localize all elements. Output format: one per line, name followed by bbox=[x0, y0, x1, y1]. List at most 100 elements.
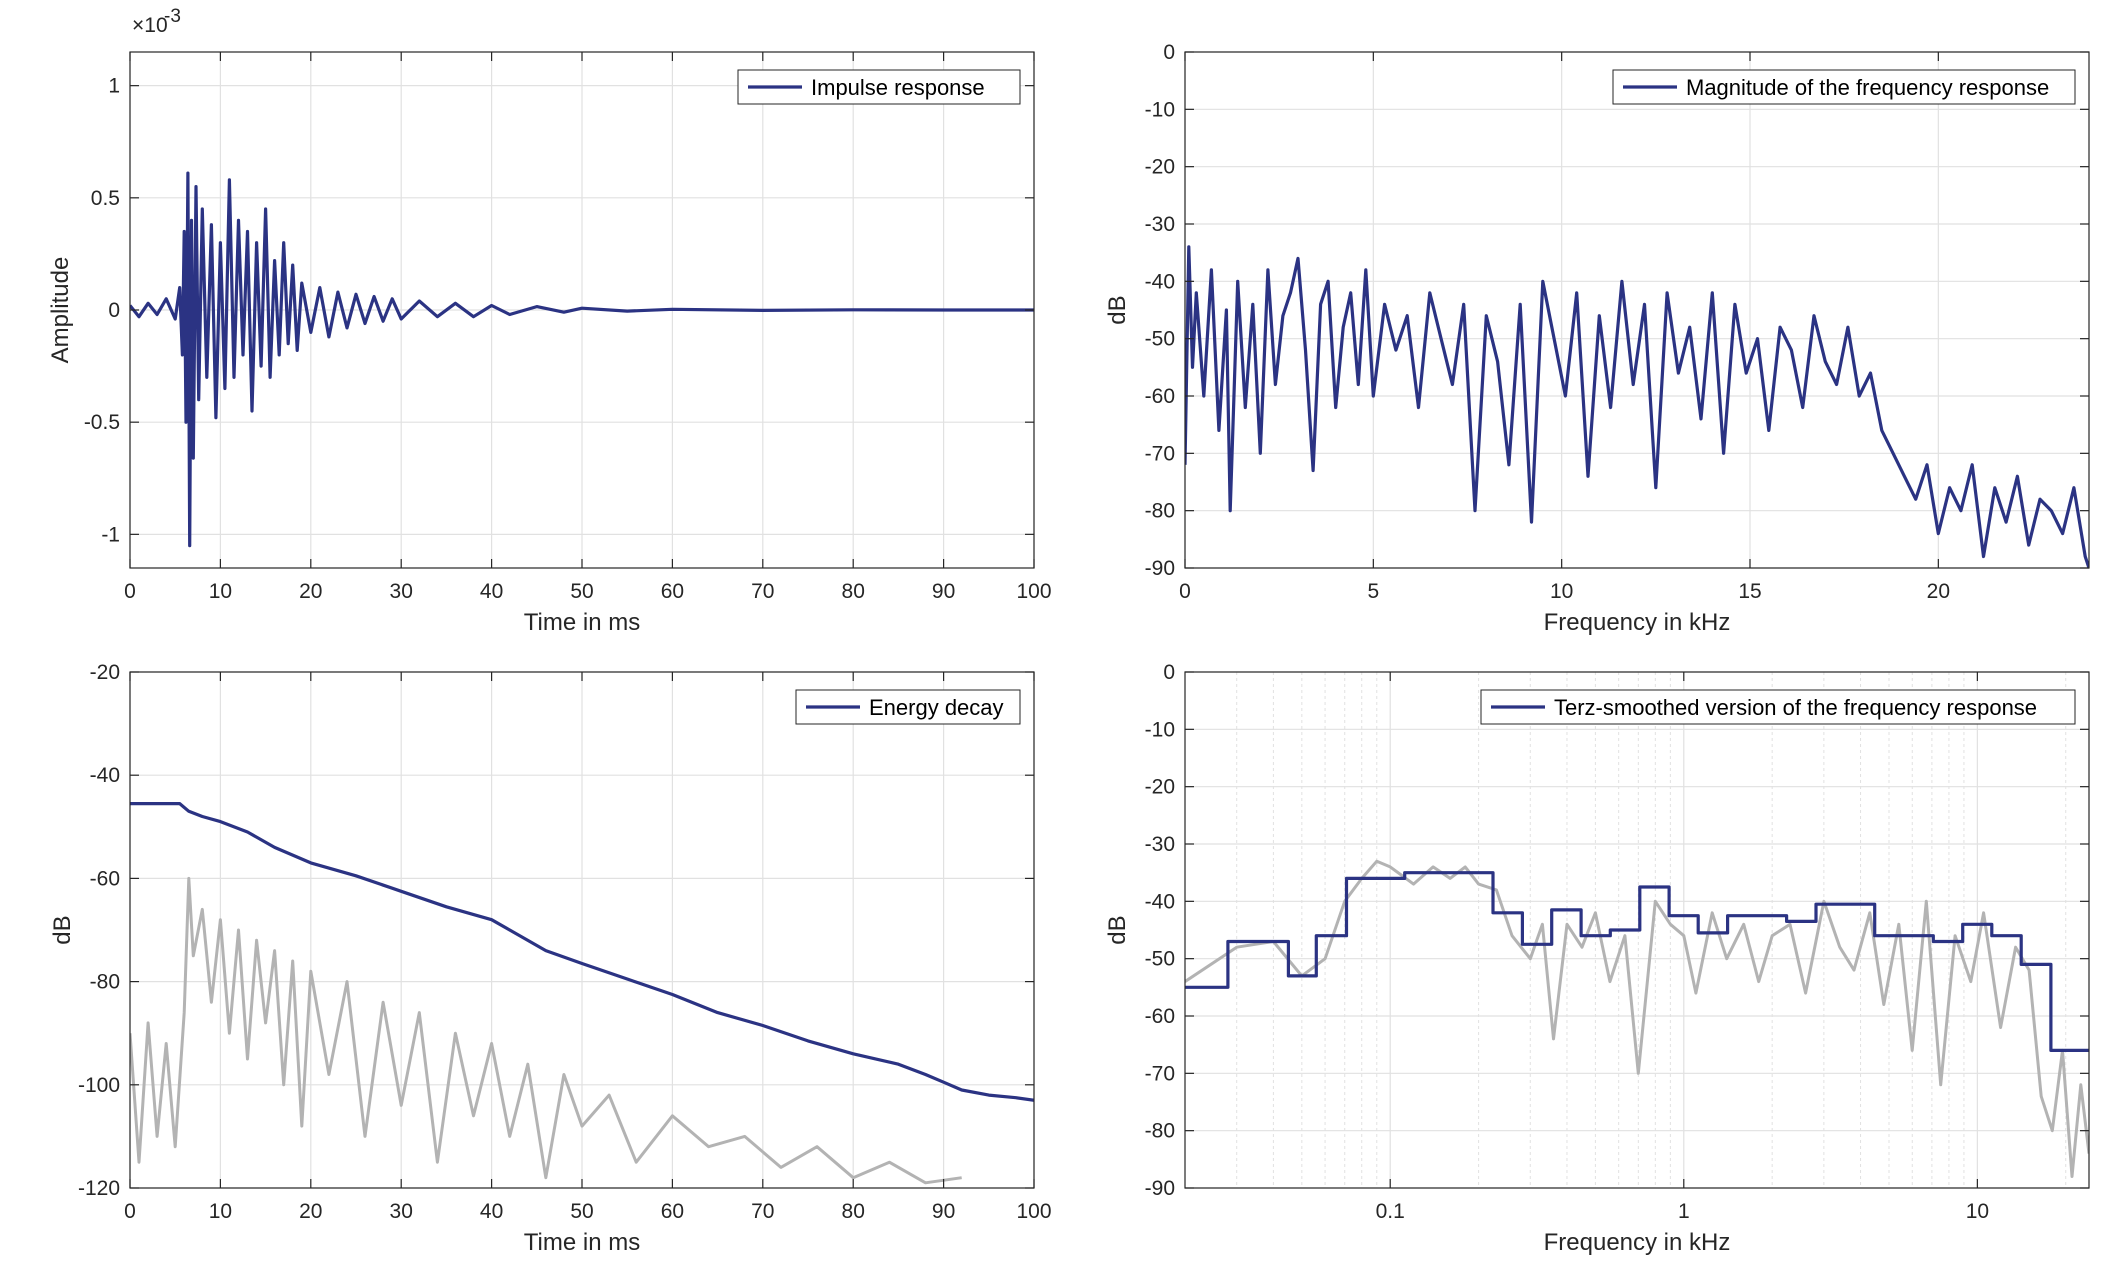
axes-box bbox=[1184, 51, 2090, 569]
y-tick-label: -60 bbox=[1145, 1005, 1175, 1028]
y-tick-label: -30 bbox=[1145, 833, 1175, 856]
y-tick-label: 1 bbox=[108, 75, 120, 98]
terz-smoothed-panel: 0.1 1 10 -90 -80 -70 -60 -50 -40 -30 -20 -10 0 Freque… bbox=[1104, 661, 2090, 1256]
x-tick-label: 15 bbox=[1738, 580, 1761, 603]
x-axis-label: Frequency in kHz bbox=[1544, 609, 1731, 636]
x-tick-label: 0 bbox=[124, 1200, 136, 1223]
y-tick-label: -60 bbox=[90, 867, 120, 890]
legend-box bbox=[1480, 689, 2076, 725]
legend: Terz-smoothed version of the frequency r… bbox=[1480, 689, 2076, 725]
legend: Impulse response bbox=[737, 69, 1021, 105]
y-axis-label: dB bbox=[1104, 915, 1131, 944]
x-tick-label: 30 bbox=[390, 580, 413, 603]
x-tick-label: 50 bbox=[570, 580, 593, 603]
frequency-magnitude-panel: 0 5 10 15 20 -90 -80 -70 -60 -50 -40 -30 -20 -10 0 Freq… bbox=[1104, 41, 2090, 636]
x-tick-label: 70 bbox=[751, 1200, 774, 1223]
y-tick-label: -80 bbox=[1145, 500, 1175, 523]
series-line bbox=[130, 171, 1034, 548]
x-tick-label: 10 bbox=[1550, 580, 1573, 603]
x-tick-label: 10 bbox=[209, 580, 232, 603]
legend: Energy decay bbox=[795, 689, 1021, 725]
y-tick-label: -10 bbox=[1145, 98, 1175, 121]
energy-decay-panel: 0 10 20 30 40 50 60 70 80 90 100 -120 -100 -80 -60 -40 -… bbox=[49, 661, 1052, 1256]
legend-label: Energy decay bbox=[869, 695, 1004, 720]
x-tick-label: 60 bbox=[661, 580, 684, 603]
y-tick-label: -30 bbox=[1145, 213, 1175, 236]
y-tick-label: -40 bbox=[90, 764, 120, 787]
y-tick-label: 0 bbox=[1163, 661, 1175, 684]
x-tick-label: 80 bbox=[842, 580, 865, 603]
x-axis-label: Time in ms bbox=[524, 609, 640, 636]
y-tick-label: -50 bbox=[1145, 328, 1175, 351]
y-tick-label: -10 bbox=[1145, 718, 1175, 741]
x-tick-label: 40 bbox=[480, 580, 503, 603]
y-tick-label: -40 bbox=[1145, 270, 1175, 293]
x-tick-label: 100 bbox=[1016, 1200, 1051, 1223]
x-tick-label: 10 bbox=[1966, 1200, 1989, 1223]
legend-label: Terz-smoothed version of the frequency r… bbox=[1554, 695, 2037, 720]
x-tick-label: 0 bbox=[124, 580, 136, 603]
legend: Magnitude of the frequency response bbox=[1612, 69, 2076, 105]
x-tick-label: 1 bbox=[1678, 1200, 1690, 1223]
y-tick-label: -90 bbox=[1145, 1177, 1175, 1200]
y-tick-label: -50 bbox=[1145, 948, 1175, 971]
x-tick-label: 0 bbox=[1179, 580, 1191, 603]
data-layer bbox=[1185, 859, 2089, 1178]
y-tick-label: -1 bbox=[101, 523, 120, 546]
ticks: 0 5 10 15 20 -90 -80 -70 -60 -50 -40 -30 -20 -10 0 bbox=[1145, 41, 2089, 603]
y-tick-label: 0.5 bbox=[91, 187, 120, 210]
y-tick-label: 0 bbox=[1163, 41, 1175, 64]
y-axis-label: Amplitude bbox=[47, 257, 74, 364]
y-tick-label: -40 bbox=[1145, 890, 1175, 913]
y-tick-label: -70 bbox=[1145, 442, 1175, 465]
y-tick-label: -90 bbox=[1145, 557, 1175, 580]
series-line bbox=[130, 802, 1034, 1102]
data-layer bbox=[130, 171, 1034, 548]
y-tick-label: -70 bbox=[1145, 1062, 1175, 1085]
y-tick-label: -80 bbox=[1145, 1120, 1175, 1143]
y-tick-label: 0 bbox=[108, 299, 120, 322]
ticks: 0 10 20 30 40 50 60 70 80 90 100 -120 -100 -80 -60 -40 -… bbox=[78, 661, 1052, 1223]
data-layer bbox=[1185, 245, 2089, 568]
data-layer bbox=[130, 802, 1034, 1185]
y-tick-label: -20 bbox=[1145, 156, 1175, 179]
impulse-response-panel: 0 10 20 30 40 50 60 70 80 90 100 -1 -0.5 0 0.5 1 ×10-3 Ti… bbox=[47, 6, 1052, 636]
y-tick-label: -0.5 bbox=[84, 411, 120, 434]
y-tick-label: -120 bbox=[78, 1177, 120, 1200]
x-tick-label: 40 bbox=[480, 1200, 503, 1223]
axes-box bbox=[1184, 671, 2090, 1189]
x-axis-label: Time in ms bbox=[524, 1229, 640, 1256]
y-axis-label: dB bbox=[1104, 295, 1131, 324]
x-axis-label: Frequency in kHz bbox=[1544, 1229, 1731, 1256]
ticks: 0.1 1 10 -90 -80 -70 -60 -50 -40 -30 -20 -10 0 bbox=[1145, 661, 2089, 1223]
x-tick-label: 5 bbox=[1367, 580, 1379, 603]
x-tick-label: 10 bbox=[209, 1200, 232, 1223]
x-tick-label: 70 bbox=[751, 580, 774, 603]
y-exponent-power: -3 bbox=[164, 6, 181, 27]
x-tick-label: 20 bbox=[1927, 580, 1950, 603]
background-trace-line bbox=[1185, 859, 2089, 1178]
x-tick-label: 90 bbox=[932, 1200, 955, 1223]
legend-label: Magnitude of the frequency response bbox=[1686, 75, 2049, 100]
x-tick-label: 20 bbox=[299, 1200, 322, 1223]
y-tick-label: -20 bbox=[1145, 776, 1175, 799]
y-tick-label: -80 bbox=[90, 971, 120, 994]
series-line bbox=[1185, 245, 2089, 568]
y-tick-label: -60 bbox=[1145, 385, 1175, 408]
grid bbox=[1184, 51, 2089, 569]
y-axis-label: dB bbox=[49, 915, 76, 944]
x-tick-label: 90 bbox=[932, 580, 955, 603]
x-tick-label: 60 bbox=[661, 1200, 684, 1223]
x-tick-label: 80 bbox=[842, 1200, 865, 1223]
y-tick-label: -20 bbox=[90, 661, 120, 684]
x-tick-label: 20 bbox=[299, 580, 322, 603]
series-line bbox=[1185, 871, 2089, 1052]
background-trace-line bbox=[130, 876, 962, 1185]
y-exponent-label: ×10 bbox=[132, 14, 168, 37]
x-tick-label: 100 bbox=[1016, 580, 1051, 603]
x-tick-label: 50 bbox=[570, 1200, 593, 1223]
x-tick-label: 30 bbox=[390, 1200, 413, 1223]
legend-label: Impulse response bbox=[811, 75, 985, 100]
y-tick-label: -100 bbox=[78, 1074, 120, 1097]
